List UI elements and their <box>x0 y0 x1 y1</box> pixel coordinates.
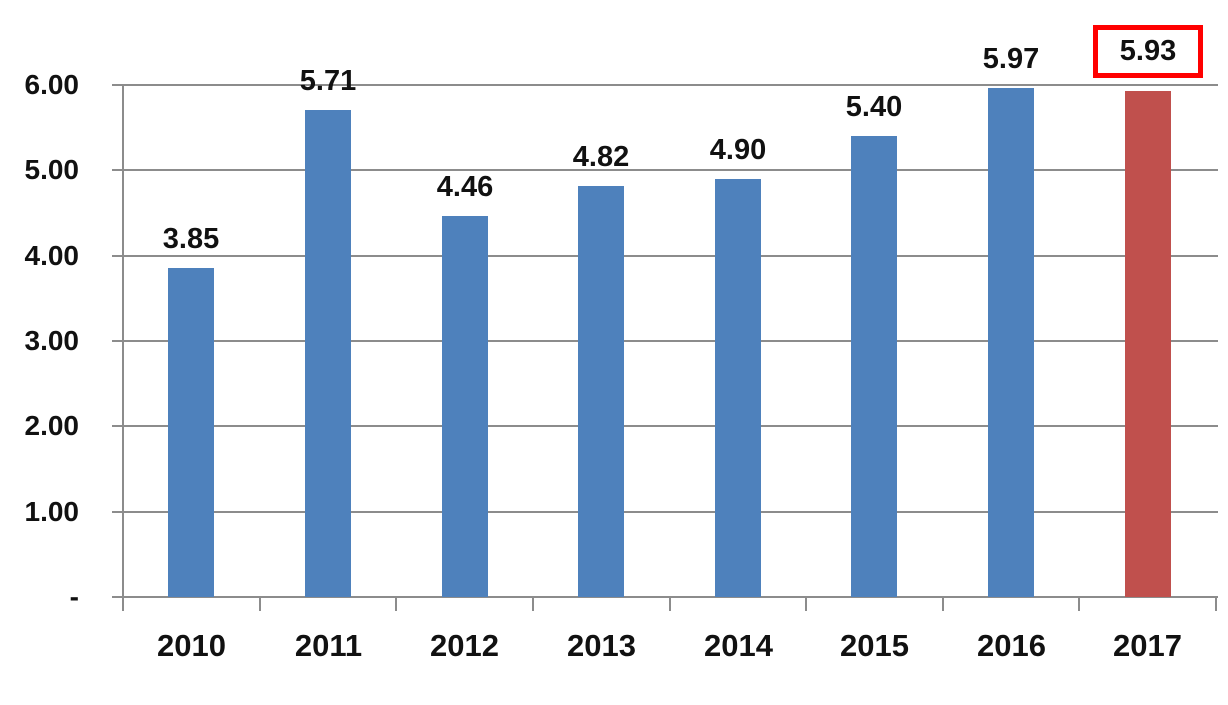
x-axis-tick <box>942 597 944 611</box>
bar-value-label: 4.90 <box>709 134 767 166</box>
y-axis-tick-label: 2.00 <box>24 410 80 441</box>
bar-2013 <box>578 186 624 597</box>
x-axis-category-label: 2014 <box>704 628 773 663</box>
gridline-y2 <box>112 425 1218 427</box>
bar-2014 <box>715 179 761 597</box>
bar-value-label: 5.40 <box>845 91 903 123</box>
x-axis-category-label: 2015 <box>840 628 909 663</box>
x-axis-tick <box>532 597 534 611</box>
y-axis-line <box>122 85 124 611</box>
x-axis-tick <box>395 597 397 611</box>
x-axis-tick <box>1215 597 1217 611</box>
x-axis-category-label: 2011 <box>294 628 363 663</box>
bar-2016 <box>988 88 1034 597</box>
bar-value-label: 5.97 <box>982 43 1040 75</box>
y-axis-tick-label: 3.00 <box>24 325 80 356</box>
bar-2011 <box>305 110 351 597</box>
y-axis-tick-label: 5.00 <box>24 154 80 185</box>
x-axis-tick <box>1078 597 1080 611</box>
gridline-y4 <box>112 255 1218 257</box>
bar-2010 <box>168 268 214 597</box>
bar-2012 <box>442 216 488 597</box>
bar-value-label: 4.82 <box>572 141 630 173</box>
x-axis-tick <box>669 597 671 611</box>
x-axis-category-label: 2017 <box>1113 628 1182 663</box>
x-axis-line <box>112 596 1218 598</box>
x-axis-tick <box>122 597 124 611</box>
x-axis-tick <box>805 597 807 611</box>
bar-2015 <box>851 136 897 597</box>
bar-2017 <box>1125 91 1171 597</box>
x-axis-category-label: 2012 <box>430 628 499 663</box>
y-axis-tick-label: 6.00 <box>24 69 80 100</box>
gridline-y5 <box>112 169 1218 171</box>
highlight-label-box: 5.93 <box>1093 25 1203 78</box>
gridline-y6 <box>112 84 1218 86</box>
bar-value-label: 4.46 <box>436 171 494 203</box>
gridline-y1 <box>112 511 1218 513</box>
bar-value-label: 5.71 <box>299 65 357 97</box>
y-axis-tick-label: - <box>69 581 79 612</box>
y-axis-tick-label: 1.00 <box>24 496 80 527</box>
bar-value-label: 3.85 <box>162 223 220 255</box>
gridline-y3 <box>112 340 1218 342</box>
x-axis-category-label: 2016 <box>977 628 1046 663</box>
x-axis-tick <box>259 597 261 611</box>
x-axis-category-label: 2013 <box>567 628 636 663</box>
x-axis-category-label: 2010 <box>157 628 226 663</box>
y-axis-tick-label: 4.00 <box>24 240 80 271</box>
